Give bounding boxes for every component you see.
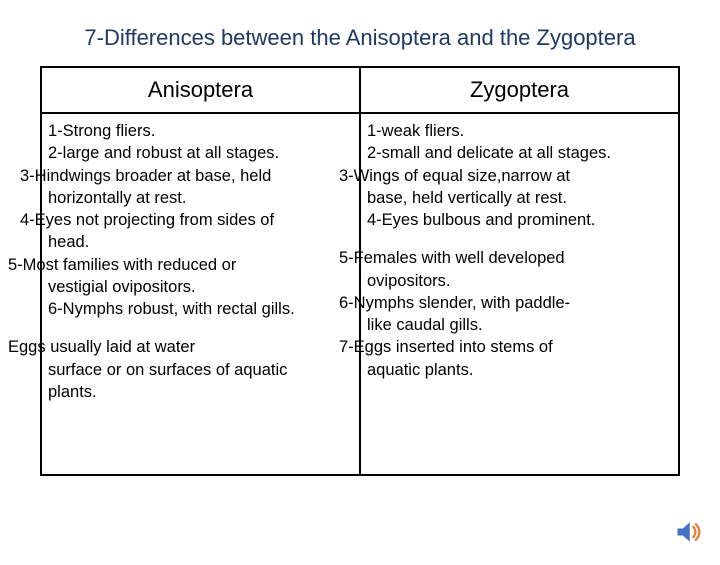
- zygo-item-7b: aquatic plants.: [367, 359, 670, 381]
- zygo-spacer-1: [367, 231, 670, 247]
- header-anisoptera: Anisoptera: [42, 68, 361, 114]
- table-body-row: 1-Strong fliers. 2-large and robust at a…: [42, 114, 678, 474]
- zygo-item-6b: like caudal gills.: [367, 314, 670, 336]
- zygo-item-6a: 6-Nymphs slender, with paddle-: [339, 292, 670, 314]
- page-title: 7-Differences between the Anisoptera and…: [0, 25, 720, 51]
- cell-zygoptera: 1-weak fliers. 2-small and delicate at a…: [361, 114, 678, 474]
- zygo-item-3a: 3-Wings of equal size,narrow at: [339, 165, 670, 187]
- zygo-item-3b: base, held vertically at rest.: [367, 187, 670, 209]
- zygo-item-1: 1-weak fliers.: [367, 120, 670, 142]
- header-zygoptera: Zygoptera: [361, 68, 678, 114]
- aniso-item-4b: head.: [48, 231, 351, 253]
- aniso-spacer: [48, 320, 351, 336]
- aniso-item-3b: horizontally at rest.: [48, 187, 351, 209]
- aniso-item-3a: 3-Hindwings broader at base, held: [20, 165, 351, 187]
- zygo-item-4: 4-Eyes bulbous and prominent.: [367, 209, 670, 231]
- zygo-item-7a: 7-Eggs inserted into stems of: [339, 336, 670, 358]
- aniso-item-5b: vestigial ovipositors.: [48, 276, 351, 298]
- zygo-item-2: 2-small and delicate at all stages.: [367, 142, 670, 164]
- speaker-icon[interactable]: [674, 518, 702, 551]
- comparison-table: Anisoptera Zygoptera 1-Strong fliers. 2-…: [40, 66, 680, 476]
- aniso-item-7c: plants.: [48, 381, 351, 403]
- zygo-item-5a: 5-Females with well developed: [339, 247, 670, 269]
- aniso-item-7a: Eggs usually laid at water: [8, 336, 351, 358]
- cell-anisoptera: 1-Strong fliers. 2-large and robust at a…: [42, 114, 361, 474]
- table-header-row: Anisoptera Zygoptera: [42, 68, 678, 114]
- zygo-item-5b: ovipositors.: [367, 270, 670, 292]
- aniso-item-5a: 5-Most families with reduced or: [8, 254, 351, 276]
- aniso-item-6: 6-Nymphs robust, with rectal gills.: [48, 298, 351, 320]
- aniso-item-2: 2-large and robust at all stages.: [48, 142, 351, 164]
- aniso-item-4a: 4-Eyes not projecting from sides of: [20, 209, 351, 231]
- aniso-item-7b: surface or on surfaces of aquatic: [48, 359, 351, 381]
- aniso-item-1: 1-Strong fliers.: [48, 120, 351, 142]
